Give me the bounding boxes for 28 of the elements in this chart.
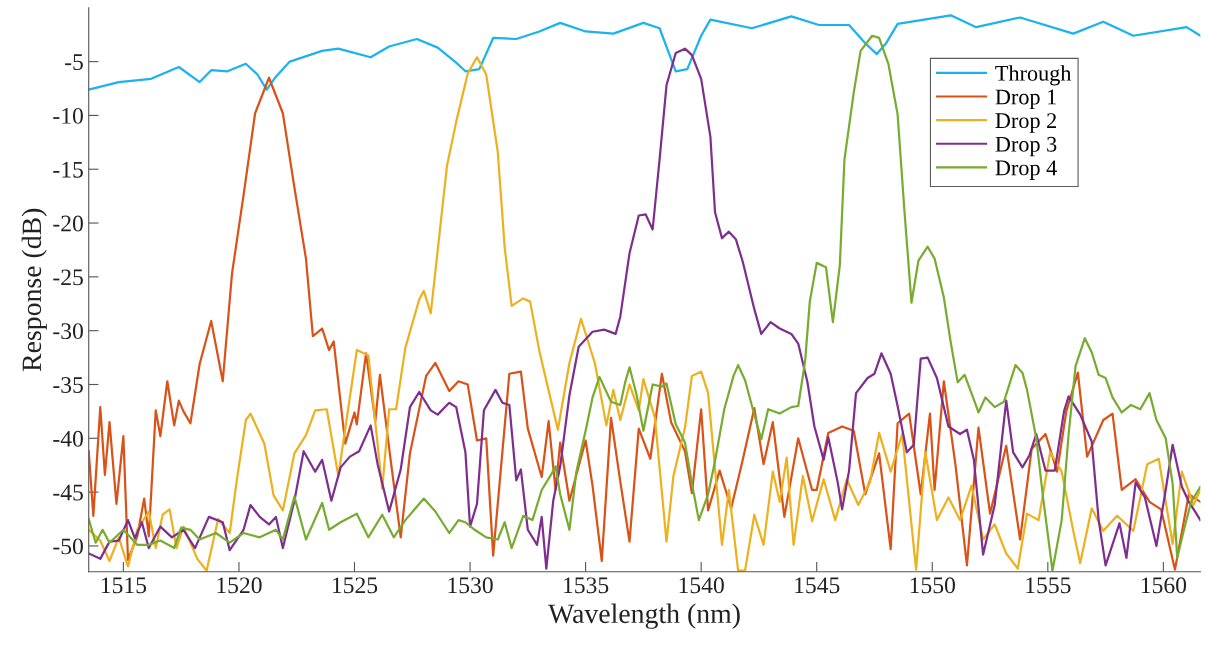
x-tick-label: 1560: [1141, 577, 1187, 594]
x-tick-label: 1515: [101, 577, 147, 594]
y-tick-label: -35: [53, 377, 83, 393]
legend-label: Drop 2: [995, 113, 1056, 133]
x-tick-label: 1520: [217, 577, 262, 594]
y-tick-label: -45: [53, 484, 83, 501]
y-tick-label: -25: [53, 269, 83, 286]
x-axis-title: Wavelength (nm): [548, 603, 740, 629]
y-tick-label: -50: [53, 538, 83, 555]
legend-label: Drop 1: [995, 89, 1056, 110]
y-tick-label: -30: [53, 323, 83, 340]
x-tick-label: 1555: [1026, 577, 1071, 594]
y-tick-label: -40: [53, 430, 83, 447]
x-tick-label: 1540: [679, 577, 724, 594]
y-tick-label: -5: [65, 54, 83, 71]
y-tick-label: -20: [53, 215, 83, 232]
legend-label: Drop 4: [995, 160, 1057, 180]
y-tick-label: -10: [53, 107, 83, 124]
x-tick-label: 1530: [448, 577, 493, 594]
line-series: [88, 14, 1201, 91]
x-tick-label: 1525: [332, 577, 378, 594]
legend-label: Drop 3: [995, 136, 1057, 157]
x-tick-label: 1535: [564, 577, 609, 594]
y-tick-label: -15: [53, 161, 83, 178]
y-axis-title: Response (dB): [21, 208, 47, 372]
x-tick-label: 1550: [910, 577, 955, 594]
legend-label: Through: [995, 65, 1072, 86]
x-tick-label: 1545: [795, 577, 840, 594]
